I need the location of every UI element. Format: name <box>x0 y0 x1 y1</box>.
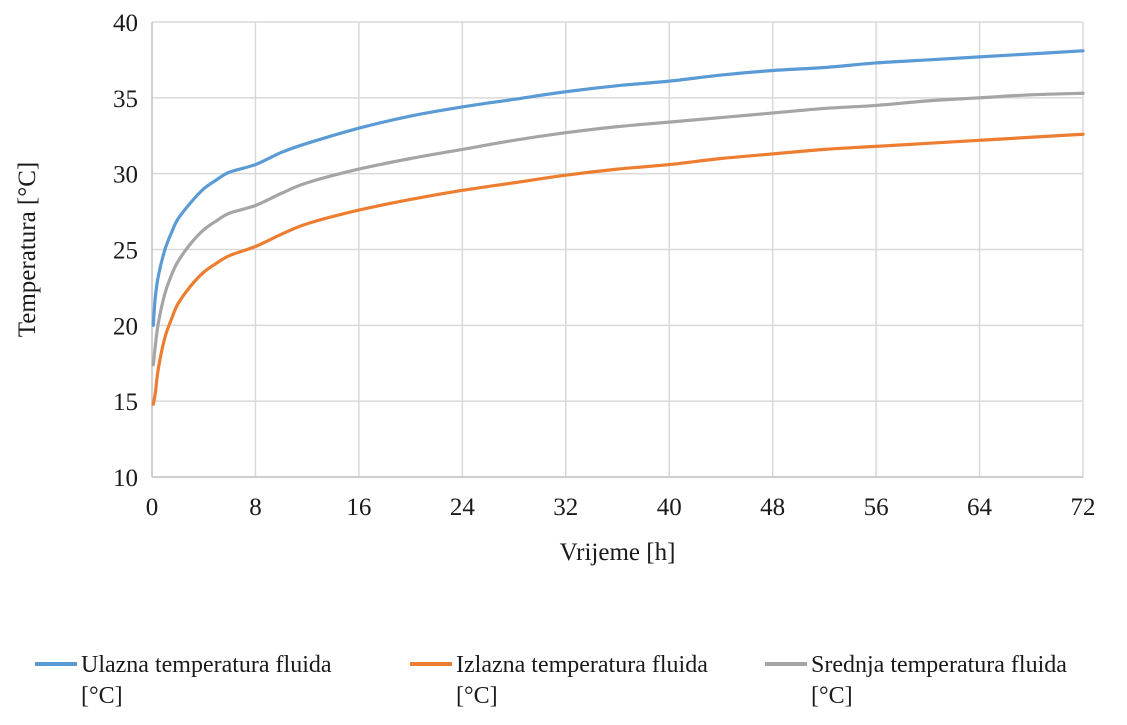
x-tick-label: 56 <box>864 494 889 521</box>
legend-item-2: Izlazna temperatura fluida [°C] <box>410 652 708 709</box>
series-line-3 <box>151 91 1085 367</box>
y-tick-label: 40 <box>113 10 138 37</box>
gridlines <box>151 21 1084 477</box>
x-tick-label: 32 <box>553 494 578 521</box>
series-line-2 <box>151 132 1085 406</box>
x-tick-label: 72 <box>1071 494 1096 521</box>
x-tick-label: 0 <box>146 494 159 521</box>
x-tick-label: 48 <box>760 494 785 521</box>
tick-labels: 10 15 20 25 30 35 40 0 8 16 24 32 40 48 56 64 72 <box>113 10 1096 521</box>
y-tick-label: 35 <box>113 86 138 113</box>
legend-item-1: Ulazna temperatura fluida [°C] <box>35 652 332 709</box>
legend-item-3: Srednja temperatura fluida [°C] <box>765 652 1067 709</box>
series-lines <box>151 49 1085 406</box>
y-tick-label: 20 <box>113 313 138 340</box>
series-line-1 <box>151 49 1085 327</box>
x-tick-label: 8 <box>249 494 262 521</box>
legend-label: Izlazna temperatura fluida [°C] <box>456 652 708 709</box>
x-tick-label: 16 <box>346 494 371 521</box>
legend-label: Srednja temperatura fluida [°C] <box>811 652 1067 709</box>
x-tick-label: 24 <box>450 494 476 521</box>
x-tick-label: 64 <box>967 494 993 521</box>
y-tick-label: 25 <box>113 238 138 265</box>
legend: Ulazna temperatura fluida [°C] Izlazna tem… <box>35 652 1067 709</box>
x-tick-label: 40 <box>657 494 682 521</box>
x-axis-title: Vrijeme [h] <box>560 539 676 566</box>
y-tick-label: 15 <box>113 389 138 416</box>
legend-label: Ulazna temperatura fluida [°C] <box>81 652 332 709</box>
y-axis-title: Temperatura [°C] <box>14 162 41 338</box>
y-tick-label: 30 <box>113 162 138 189</box>
y-tick-label: 10 <box>113 465 138 492</box>
